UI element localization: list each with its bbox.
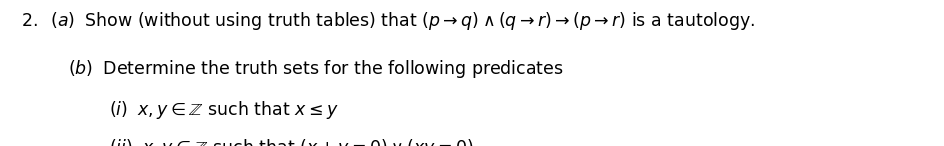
Text: $2.\;\;(a)\;$ Show (without using truth tables) that $(p \rightarrow q) \wedge (: $2.\;\;(a)\;$ Show (without using truth … xyxy=(21,10,755,32)
Text: $(ii)\;$ $x, y \in \mathbb{Z}$ such that $(x + y = 0) \vee (xy = 0).$: $(ii)\;$ $x, y \in \mathbb{Z}$ such that… xyxy=(109,137,479,146)
Text: $(b)\;$ Determine the truth sets for the following predicates: $(b)\;$ Determine the truth sets for the… xyxy=(68,58,564,80)
Text: $(i)\;$ $x, y \in \mathbb{Z}$ such that $x \leq y$: $(i)\;$ $x, y \in \mathbb{Z}$ such that … xyxy=(109,99,338,121)
